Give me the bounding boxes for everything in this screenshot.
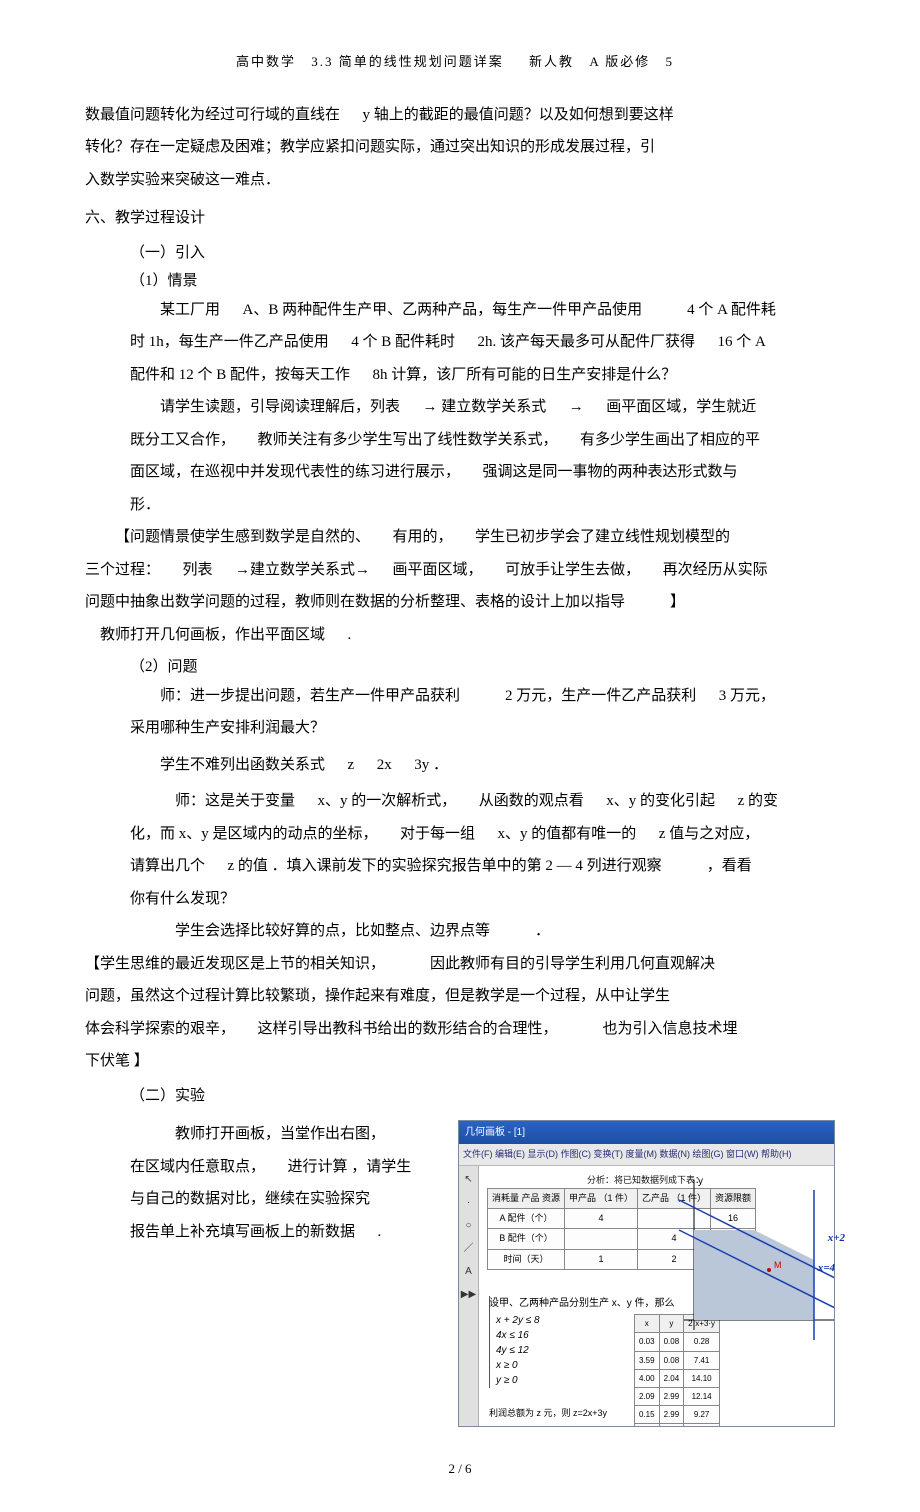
s1-p21: 问题，虽然这个过程计算比较繁琐，操作起来有难度，但是教学是一个过程，从中让学生 [85,982,835,1011]
t1-h1: 甲产品 （1 件） [565,1189,638,1209]
header-right2: A 版必修 [589,54,650,69]
tool-text-icon: A [465,1262,472,1281]
header-left: 高中数学 [236,54,296,69]
s1-p10: 问题中抽象出数学问题的过程，教师则在数据的分析整理、表格的设计上加以指导】 [85,588,835,617]
page-header: 高中数学 3.3 简单的线性规划问题详案 新人教 A 版必修 5 [85,50,835,75]
s2-p4: 报告单上补充填写画板上的新数据. [130,1218,440,1247]
gsp-figure: 几何画板 - [1] 文件(F) 编辑(E) 显示(D) 作图(C) 变换(T)… [458,1120,835,1427]
tool-point-icon: · [467,1193,470,1212]
tool-play-icon: ▶▶ [461,1285,476,1304]
s1-p15: 师：这是关于变量x、y 的一次解析式，从函数的观点看x、y 的变化引起z 的变 [130,787,835,816]
s1-p18: 你有什么发现？ [130,885,835,914]
s1-p7: 形． [130,491,835,520]
experiment-text: 教师打开画板，当堂作出右图， 在区域内任意取点，进行计算 ，请学生 与自己的数据… [130,1120,440,1250]
sub-1-title: （一）引入 [130,239,835,268]
s1-p4: 请学生读题，引导阅读理解后，列表→ 建立数学关系式→画平面区域，学生就近 [130,393,835,422]
fig-profit-text: 利润总额为 z 元，则 z=2x+3y [489,1405,607,1422]
s1-p9: 三个过程：列表→建立数学关系式→画平面区域，可放手让学生去做，再次经历从实际 [85,556,835,585]
s2-p3: 与自己的数据对比，继续在实验探究 [130,1185,440,1214]
s1-p20: 【学生思维的最近发现区是上节的相关知识，因此教师有目的引导学生利用几何直观解决 [85,950,835,979]
svg-text:M: M [774,1260,782,1270]
tool-line-icon: ／ [464,1239,474,1258]
s1-p2: 时 1h，每生产一件乙产品使用4 个 B 配件耗时2h. 该产每天最多可从配件厂… [130,328,835,357]
gsp-titlebar: 几何画板 - [1] [459,1121,834,1144]
header-mid: 3.3 简单的线性规划问题详案 [311,54,504,69]
s1-p23: 下伏笔 】 [85,1047,835,1076]
s1-p22: 体会科学探索的艰辛，这样引导出教科书给出的数形结合的合理性，也为引入信息技术埋 [85,1015,835,1044]
s1-p17: 请算出几个z 的值 ．填入课前发下的实验探究报告单中的第 2 — 4 列进行观察… [130,852,835,881]
tool-arrow-icon: ↖ [464,1170,472,1189]
plot-label-line1: x+2 [828,1228,845,1249]
s1-p16: 化，而 x、y 是区域内的动点的坐标，对于每一组x、y 的值都有唯一的z 值与之… [130,820,835,849]
s1-p14: 学生不难列出函数关系式z2x3y ． [130,751,835,780]
s1-p19: 学生会选择比较好算的点，比如整点、边界点等． [130,917,835,946]
s1-p12: 师：进一步提出问题，若生产一件甲产品获利2 万元，生产一件乙产品获利3 万元， [130,682,835,711]
plot-label-line2: x=4 [818,1258,835,1279]
intro-p1: 数最值问题转化为经过可行域的直线在y 轴上的截距的最值问题？以及如何想到要这样 [85,101,835,130]
gsp-menu: 文件(F) 编辑(E) 显示(D) 作图(C) 变换(T) 度量(M) 数据(N… [459,1144,834,1166]
t1-h0: 消耗量 产品 资源 [488,1189,565,1209]
section-6-title: 六、教学过程设计 [85,204,835,233]
gsp-toolbar: ↖ · ○ ／ A ▶▶ [459,1166,479,1426]
s2-p2: 在区域内任意取点，进行计算 ，请学生 [130,1153,440,1182]
s1-p6: 面区域，在巡视中并发现代表性的练习进行展示，强调这是同一事物的两种表达形式数与 [130,458,835,487]
sub-2-title: （二）实验 [130,1082,835,1111]
header-right: 新人教 [529,54,574,69]
fig-feasible-region-plot: y M [674,1170,835,1350]
sub-1-2-title: （2）问题 [130,653,835,682]
s1-p11: 教师打开几何画板，作出平面区域. [85,621,835,650]
intro-p3: 入数学实验来突破这一难点． [85,166,835,195]
intro-p2: 转化？存在一定疑虑及困难；教学应紧扣问题实际，通过突出知识的形成发展过程，引 [85,133,835,162]
s1-p13: 采用哪种生产安排利润最大？ [130,714,835,743]
s1-p3: 配件和 12 个 B 配件，按每天工作8h 计算，该厂所有可能的日生产安排是什么… [130,361,835,390]
s1-p1: 某工厂用A、B 两种配件生产甲、乙两种产品，每生产一件甲产品使用4 个 A 配件… [130,296,835,325]
page-footer: 2 / 6 [85,1457,835,1482]
s1-p5: 既分工又合作，教师关注有多少学生写出了线性数学关系式，有多少学生画出了相应的平 [130,426,835,455]
tool-circle-icon: ○ [465,1216,471,1235]
svg-text:y: y [698,1176,703,1187]
header-right3: 5 [665,54,674,69]
s1-p8: 【问题情景使学生感到数学是自然的、有用的，学生已初步学会了建立线性规划模型的 [85,523,835,552]
s2-p1: 教师打开画板，当堂作出右图， [130,1120,440,1149]
sub-1-1-title: （1）情景 [130,267,835,296]
